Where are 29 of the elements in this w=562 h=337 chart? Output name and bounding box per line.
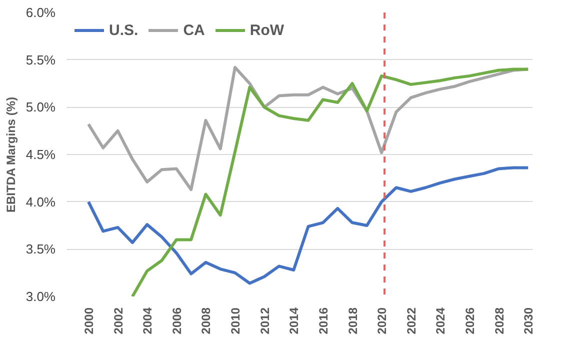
y-tick-label: 6.0%	[26, 5, 56, 20]
y-tick-label: 5.5%	[26, 52, 56, 68]
x-tick-label: 2020	[375, 307, 390, 334]
x-tick-label: 2010	[228, 307, 243, 334]
x-tick-label: 2006	[170, 307, 184, 334]
x-tick-label: 2030	[522, 307, 536, 334]
line-series	[86, 166, 530, 285]
y-tick-label: 3.0%	[26, 289, 56, 304]
x-tick-label: 2012	[258, 307, 272, 334]
x-tick-label: 2018	[346, 307, 360, 334]
y-tick-label: 4.5%	[26, 147, 56, 162]
legend-label: CA	[183, 22, 205, 38]
x-tick-label: 2024	[434, 307, 448, 334]
x-tick-label: 2016	[316, 307, 330, 334]
x-tick-label: 2028	[492, 307, 506, 334]
x-tick-label: 2014	[287, 307, 302, 334]
x-tick-label: 2000	[82, 307, 96, 334]
line-series	[130, 68, 530, 296]
y-axis-title: EBITDA Margins (%)	[4, 96, 18, 212]
y-tick-label: 3.5%	[26, 242, 56, 257]
legend-label: U.S.	[109, 22, 138, 38]
legend-label: RoW	[250, 22, 284, 38]
x-tick-label: 2008	[199, 307, 214, 334]
x-tick-label: 2002	[111, 307, 126, 334]
x-tick-label: 2022	[404, 307, 418, 334]
x-tick-label: 2026	[462, 307, 477, 334]
x-tick-label: 2004	[140, 307, 155, 334]
y-tick-label: 4.0%	[26, 194, 56, 210]
y-tick-label: 5.0%	[26, 100, 56, 115]
